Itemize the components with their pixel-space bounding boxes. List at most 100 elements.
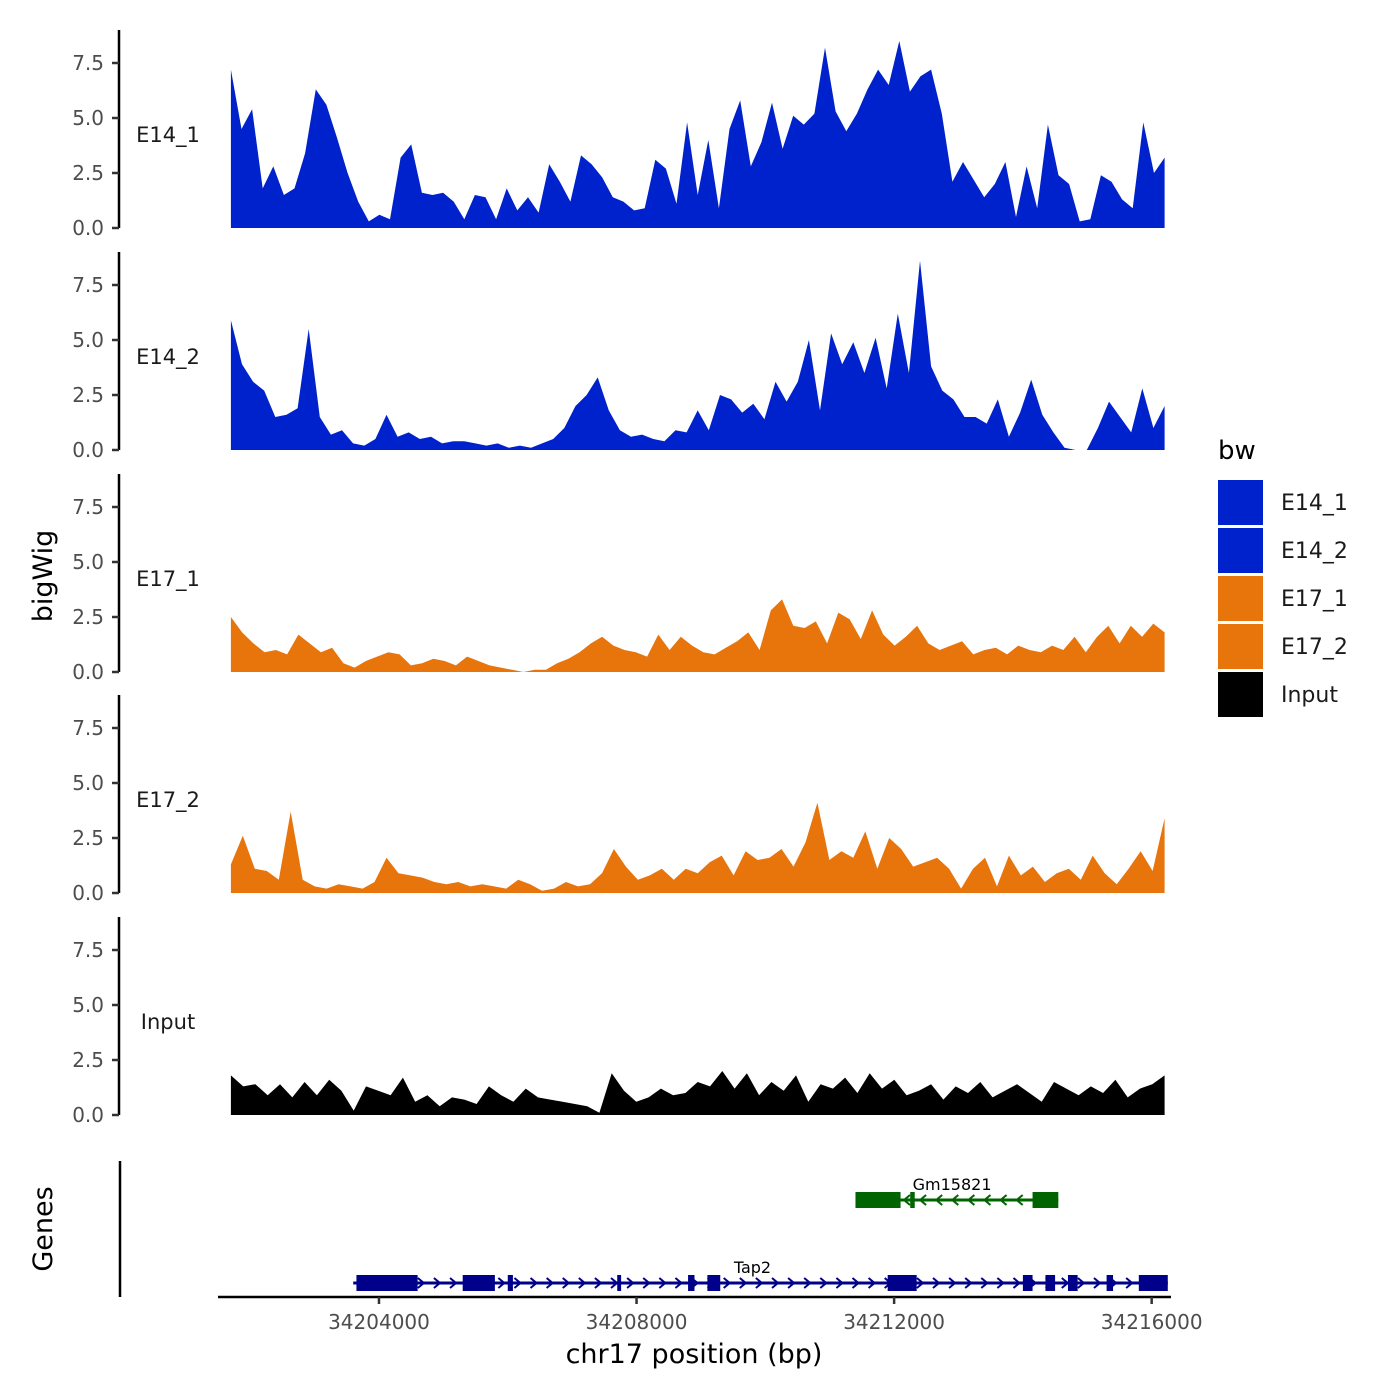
strand-chevron xyxy=(545,1277,555,1289)
y-tick-label: 7.5 xyxy=(72,716,104,740)
strand-chevron xyxy=(916,1277,925,1289)
coverage-area-e14-1 xyxy=(230,41,1165,228)
strand-chevron xyxy=(950,1194,959,1206)
strand-chevron xyxy=(674,1277,683,1289)
strand-chevron xyxy=(948,1277,957,1289)
y-tick-label: 7.5 xyxy=(72,495,104,519)
strand-chevron xyxy=(835,1277,844,1289)
legend-swatch-e17-2 xyxy=(1218,624,1263,669)
strand-chevron xyxy=(723,1277,732,1289)
x-tick-label: 34216000 xyxy=(1101,1310,1203,1334)
x-tick-label: 34208000 xyxy=(586,1310,688,1334)
track-label-e17-2: E17_2 xyxy=(136,788,200,813)
y-tick-label: 7.5 xyxy=(72,938,104,962)
strand-chevron xyxy=(417,1277,426,1289)
strand-chevron xyxy=(497,1277,506,1289)
coverage-area-e17-2 xyxy=(230,802,1165,893)
track-label-e14-2: E14_2 xyxy=(136,345,200,370)
track-panel-e14-1: 0.0 2.5 5.0 7.5 E14_1 xyxy=(72,30,1165,240)
strand-chevron xyxy=(980,1277,989,1289)
gene-label-tap2: Tap2 xyxy=(733,1258,771,1277)
legend-swatch-input xyxy=(1218,672,1263,717)
legend: bw E14_1 E14_2 E17_1 E17_2 Input xyxy=(1218,436,1348,717)
y-tick-label: 5.0 xyxy=(72,106,104,130)
gene-exon xyxy=(855,1192,901,1208)
x-axis-ticks: 34204000 34208000 34212000 34216000 xyxy=(328,1297,1203,1334)
y-tick-label: 2.5 xyxy=(72,161,104,185)
gene-gm15821: Gm15821 xyxy=(855,1175,1059,1208)
track-panel-input: 0.0 2.5 5.0 7.5 Input xyxy=(72,917,1165,1127)
y-tick-label: 0.0 xyxy=(72,881,104,905)
gene-exon xyxy=(356,1275,418,1291)
legend-swatch-e14-2 xyxy=(1218,528,1263,573)
gene-exon xyxy=(688,1275,695,1291)
coverage-area-e17-1 xyxy=(230,599,1165,672)
gene-exon xyxy=(887,1275,917,1291)
genes-axis-title: Genes xyxy=(28,1186,59,1271)
legend-swatch-e14-1 xyxy=(1218,480,1263,525)
strand-chevron xyxy=(1077,1277,1086,1289)
gene-exon xyxy=(910,1192,915,1208)
gene-exon xyxy=(1106,1275,1114,1291)
strand-chevron xyxy=(996,1277,1005,1289)
y-tick-label: 7.5 xyxy=(72,51,104,75)
legend-items: E14_1 E14_2 E17_1 E17_2 Input xyxy=(1218,480,1348,717)
y-tick-label: 7.5 xyxy=(72,273,104,297)
strand-chevron xyxy=(999,1194,1008,1206)
gene-exon xyxy=(617,1275,622,1291)
strand-chevron xyxy=(739,1277,748,1289)
strand-chevron xyxy=(529,1277,539,1289)
strand-chevron xyxy=(771,1277,780,1289)
strand-chevron xyxy=(851,1277,861,1289)
strand-chevron xyxy=(513,1277,522,1289)
strand-chevron xyxy=(642,1277,651,1289)
strand-chevron xyxy=(594,1277,603,1289)
strand-chevron xyxy=(918,1194,927,1206)
legend-label-e17-1: E17_1 xyxy=(1281,587,1348,612)
y-tick-label: 0.0 xyxy=(72,216,104,240)
strand-chevron xyxy=(803,1277,812,1289)
strand-chevron xyxy=(1093,1277,1102,1289)
strand-chevron xyxy=(578,1277,587,1289)
gene-exon xyxy=(1022,1275,1033,1291)
x-tick-label: 34212000 xyxy=(843,1310,945,1334)
gene-models: Gm15821 Tap2 xyxy=(353,1175,1168,1291)
y-tick-label: 2.5 xyxy=(72,826,104,850)
genes-panel: Genes Gm15821 Tap2 34204000 34208000 342120… xyxy=(28,1161,1203,1370)
track-label-input: Input xyxy=(141,1010,195,1034)
gene-exon xyxy=(707,1275,721,1291)
track-panel-e14-2: 0.0 2.5 5.0 7.5 E14_2 xyxy=(72,252,1165,462)
gene-exon xyxy=(462,1275,495,1291)
legend-title: bw xyxy=(1218,436,1256,466)
strand-chevron xyxy=(1125,1277,1134,1289)
gene-exon xyxy=(1067,1275,1078,1291)
gene-tap2: Tap2 xyxy=(353,1258,1168,1291)
legend-label-e14-1: E14_1 xyxy=(1281,491,1348,516)
strand-chevron xyxy=(867,1277,877,1289)
gene-exon xyxy=(1138,1275,1168,1291)
gene-exon xyxy=(1032,1192,1059,1208)
y-tick-label: 0.0 xyxy=(72,660,104,684)
coverage-area-e14-2 xyxy=(230,260,1165,450)
y-tick-label: 2.5 xyxy=(72,605,104,629)
y-tick-label: 2.5 xyxy=(72,383,104,407)
strand-chevron xyxy=(934,1194,943,1206)
legend-swatch-e17-1 xyxy=(1218,576,1263,621)
x-axis-title: chr17 position (bp) xyxy=(566,1339,823,1370)
y-tick-label: 2.5 xyxy=(72,1048,104,1072)
track-panel-e17-1: 0.0 2.5 5.0 7.5 E17_1 xyxy=(72,474,1165,684)
strand-chevron xyxy=(755,1277,764,1289)
strand-chevron xyxy=(964,1277,973,1289)
gene-exon xyxy=(507,1275,513,1291)
legend-label-e14-2: E14_2 xyxy=(1281,539,1348,564)
track-label-e17-1: E17_1 xyxy=(136,567,200,592)
y-axis-title: bigWig xyxy=(28,530,59,623)
strand-chevron xyxy=(982,1194,992,1206)
strand-chevron xyxy=(966,1194,976,1206)
y-tick-label: 5.0 xyxy=(72,328,104,352)
gene-label-gm15821: Gm15821 xyxy=(913,1175,992,1194)
strand-chevron xyxy=(1061,1277,1070,1289)
y-tick-label: 0.0 xyxy=(72,1103,104,1127)
strand-chevron xyxy=(902,1194,911,1206)
